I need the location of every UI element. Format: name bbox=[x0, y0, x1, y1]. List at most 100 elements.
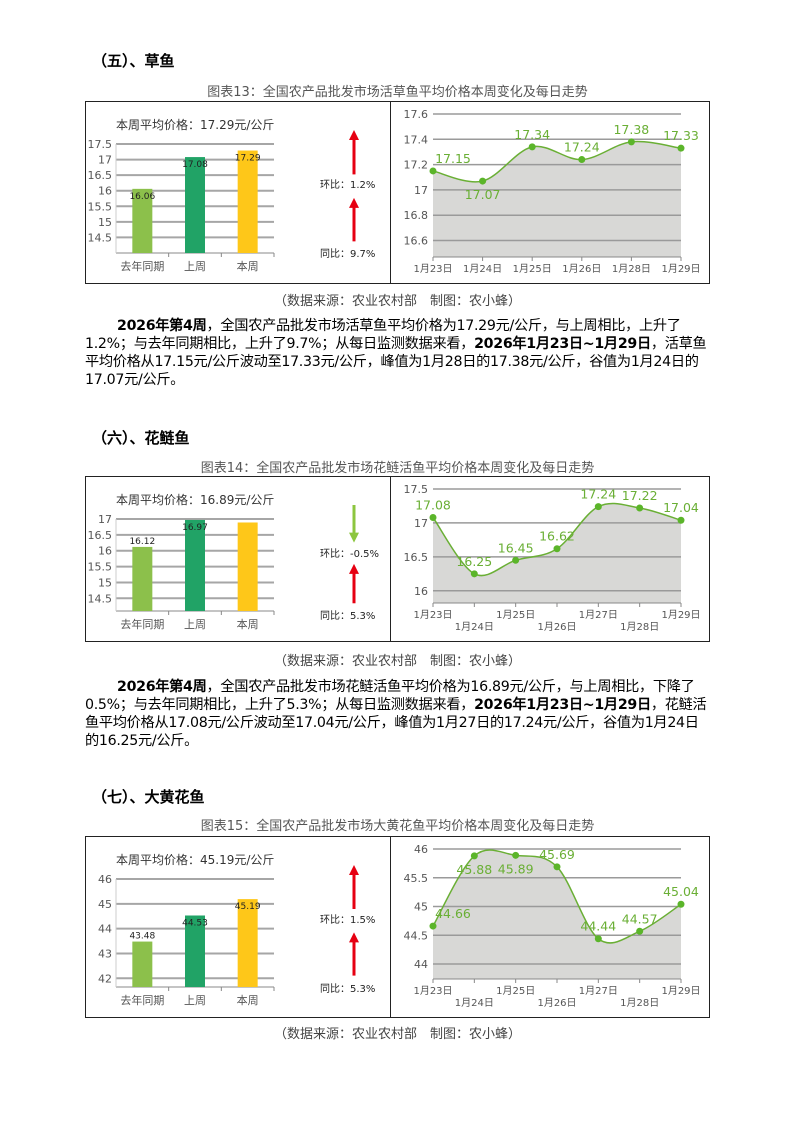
bar-value-label: 43.48 bbox=[129, 932, 155, 942]
x-tick-label: 上周 bbox=[184, 260, 206, 273]
data-point bbox=[594, 935, 602, 943]
bar bbox=[132, 546, 153, 611]
data-point bbox=[528, 143, 536, 151]
bar bbox=[237, 522, 258, 611]
bar bbox=[132, 941, 153, 987]
bar bbox=[237, 150, 258, 253]
y-tick-label: 17.4 bbox=[404, 133, 429, 146]
y-tick-label: 17 bbox=[98, 154, 112, 167]
year-on-year-label: 同比：9.7% bbox=[320, 249, 376, 261]
y-tick-label: 44.5 bbox=[404, 929, 429, 942]
y-tick-label: 43 bbox=[98, 947, 112, 960]
y-tick-label: 46 bbox=[98, 873, 112, 886]
summary-paragraph: 2026年第4周，全国农产品批发市场花鲢活鱼平均价格为16.89元/公斤，与上周… bbox=[85, 678, 710, 750]
y-tick-label: 17 bbox=[98, 513, 112, 526]
data-point bbox=[578, 156, 586, 164]
line-chart: 16.6 16.8 17 17.2 17.4 17.6 1月23日 1月24日 1月25日 1月2… bbox=[404, 108, 701, 275]
x-tick-label: 本周 bbox=[237, 259, 259, 273]
x-tick-label: 去年同期 bbox=[120, 617, 164, 631]
data-label: 45.89 bbox=[498, 861, 534, 876]
data-point bbox=[470, 570, 478, 578]
bar-value-label: 16.06 bbox=[129, 192, 155, 202]
data-point bbox=[636, 927, 644, 935]
x-tick-label: 1月27日 bbox=[579, 985, 618, 997]
data-label: 45.88 bbox=[456, 862, 492, 877]
summary-paragraph: 2026年第4周，全国农产品批发市场活草鱼平均价格为17.29元/公斤，与上周相… bbox=[85, 317, 710, 389]
data-label: 44.66 bbox=[435, 906, 471, 921]
y-tick-label: 16.5 bbox=[88, 529, 113, 542]
daily-trend-panel: 44 44.5 45 45.5 46 1月23日 1月24日 1月25日 1月26日 1月27日 1… bbox=[391, 837, 709, 1017]
y-tick-label: 46 bbox=[414, 843, 428, 856]
section-heading: （五）、草鱼 bbox=[92, 52, 175, 70]
y-tick-label: 14.5 bbox=[88, 592, 113, 605]
x-tick-label: 1月28日 bbox=[620, 621, 659, 633]
x-tick-label: 1月26日 bbox=[537, 621, 576, 633]
weekly-bar-panel: 本周平均价格：17.29元/公斤 14.5 15 15.5 16 16.5 17 17.5 16… bbox=[86, 102, 391, 283]
bar-chart: 14.5 15 15.5 16 16.5 17 17.5 16.06 去年同期 17.08 上周 17… bbox=[88, 130, 359, 273]
y-tick-label: 16.6 bbox=[404, 235, 429, 248]
data-source-note: （数据来源：农业农村部 制图：农小蜂） bbox=[273, 1027, 521, 1042]
x-tick-label: 1月25日 bbox=[513, 263, 552, 275]
x-tick-label: 1月28日 bbox=[620, 997, 659, 1009]
data-point bbox=[677, 144, 685, 152]
daily-trend-panel: 16 16.5 17 17.5 1月23日 1月24日 1月25日 1月26日 1月27日 1月2… bbox=[391, 477, 709, 641]
month-on-month-label: 环比：1.5% bbox=[320, 915, 376, 926]
data-source-note: （数据来源：农业农村部 制图：农小蜂） bbox=[273, 654, 521, 669]
bold-text: 2026年第4周 bbox=[117, 679, 207, 695]
weekly-bar-panel: 本周平均价格：45.19元/公斤 42 43 44 45 46 43.48 去年同期 44.53… bbox=[86, 837, 391, 1017]
year-on-year-label: 同比：5.3% bbox=[320, 983, 376, 995]
data-label: 44.44 bbox=[580, 919, 616, 934]
month-on-month-arrow-icon bbox=[349, 865, 359, 909]
data-point bbox=[627, 138, 635, 146]
data-label: 17.24 bbox=[564, 140, 600, 155]
y-tick-label: 15 bbox=[98, 576, 112, 589]
data-point bbox=[553, 545, 561, 553]
x-tick-label: 上周 bbox=[184, 994, 206, 1007]
y-tick-label: 45.5 bbox=[404, 872, 429, 885]
bar-value-label: 17.29 bbox=[235, 154, 261, 164]
x-tick-label: 1月24日 bbox=[455, 621, 494, 633]
data-label: 17.34 bbox=[514, 127, 550, 142]
y-tick-label: 15.5 bbox=[88, 561, 113, 574]
bar bbox=[185, 157, 205, 253]
data-label: 17.04 bbox=[663, 500, 699, 515]
y-tick-label: 42 bbox=[98, 972, 112, 985]
y-tick-label: 17.2 bbox=[404, 159, 429, 172]
body-text: ，全国农产品批发市场活草鱼平均价格为17.29元/公斤，与上周相比，上升了1.2… bbox=[85, 318, 681, 352]
bold-text: 2026年1月23日~1月29日 bbox=[474, 336, 651, 352]
chart-caption: 图表15：全国农产品批发市场大黄花鱼平均价格本周变化及每日走势 bbox=[200, 819, 595, 834]
data-label: 17.08 bbox=[415, 498, 451, 513]
line-chart: 1616.51717.51月23日1月24日1月25日1月26日1月27日1月2… bbox=[404, 483, 701, 633]
y-tick-label: 17.6 bbox=[404, 108, 429, 121]
area-fill bbox=[433, 503, 681, 603]
x-tick-label: 1月29日 bbox=[661, 985, 700, 997]
section-heading: （六）、花鲢鱼 bbox=[92, 429, 190, 447]
y-tick-label: 16.5 bbox=[404, 551, 429, 564]
data-label: 17.15 bbox=[435, 151, 471, 166]
year-on-year-arrow-icon bbox=[349, 932, 359, 976]
weekly-bar-panel: 本周平均价格：16.89元/公斤 14.5 15 15.5 16 16.5 17 16.12 去… bbox=[86, 477, 391, 641]
data-point bbox=[512, 851, 520, 859]
y-tick-label: 45 bbox=[98, 898, 112, 911]
daily-trend-panel: 16.6 16.8 17 17.2 17.4 17.6 1月23日 1月24日 1月25日 1月2… bbox=[391, 102, 709, 283]
data-label: 17.07 bbox=[465, 187, 501, 202]
x-tick-label: 1月23日 bbox=[413, 263, 452, 275]
data-point bbox=[429, 514, 437, 521]
y-tick-label: 16 bbox=[98, 185, 112, 198]
weekly-average-label: 本周平均价格：45.19元/公斤 bbox=[116, 853, 275, 867]
data-label: 16.45 bbox=[498, 540, 534, 555]
data-point bbox=[553, 863, 561, 871]
x-tick-label: 1月27日 bbox=[579, 609, 618, 621]
chart-container: 本周平均价格：45.19元/公斤 42 43 44 45 46 43.48 去年同期 44.53… bbox=[85, 836, 710, 1018]
data-point bbox=[429, 167, 437, 175]
data-label: 16.62 bbox=[539, 529, 575, 544]
data-label: 17.24 bbox=[580, 487, 616, 502]
bar-value-label: 45.19 bbox=[235, 902, 261, 912]
y-tick-label: 16 bbox=[98, 545, 112, 558]
data-point bbox=[636, 504, 644, 512]
x-tick-label: 1月28日 bbox=[612, 263, 651, 275]
bar-value-label: 44.53 bbox=[182, 918, 208, 928]
x-tick-label: 去年同期 bbox=[120, 993, 164, 1007]
y-tick-label: 17.5 bbox=[88, 138, 113, 151]
